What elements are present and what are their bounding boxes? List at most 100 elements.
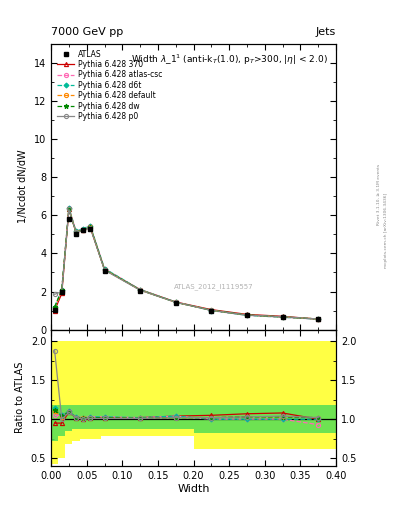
Pythia 6.428 p0 xyxy=(173,300,178,306)
Pythia 6.428 370 xyxy=(81,227,86,233)
Line: Pythia 6.428 p0: Pythia 6.428 p0 xyxy=(53,207,320,321)
Pythia 6.428 atlas-csc xyxy=(244,312,249,318)
Pythia 6.428 370 xyxy=(102,267,107,273)
Pythia 6.428 370 xyxy=(138,287,143,293)
Pythia 6.428 dw xyxy=(280,314,285,320)
Pythia 6.428 dw xyxy=(66,206,71,212)
Text: ATLAS_2012_I1119557: ATLAS_2012_I1119557 xyxy=(174,283,253,290)
ATLAS xyxy=(81,227,86,233)
ATLAS xyxy=(280,314,285,321)
Pythia 6.428 dw xyxy=(316,316,321,322)
Pythia 6.428 atlas-csc xyxy=(316,316,321,322)
Pythia 6.428 p0 xyxy=(138,287,143,293)
Pythia 6.428 d6t xyxy=(280,314,285,321)
ATLAS xyxy=(59,288,64,294)
Pythia 6.428 default xyxy=(102,267,107,273)
Pythia 6.428 dw xyxy=(209,307,214,313)
Pythia 6.428 d6t xyxy=(66,204,71,210)
Pythia 6.428 dw xyxy=(73,229,78,236)
Pythia 6.428 default xyxy=(173,300,178,306)
Pythia 6.428 dw xyxy=(81,227,86,233)
ATLAS xyxy=(316,316,321,322)
Pythia 6.428 atlas-csc xyxy=(59,287,64,293)
Pythia 6.428 default xyxy=(81,226,86,232)
Text: Jets: Jets xyxy=(316,27,336,37)
Pythia 6.428 atlas-csc xyxy=(173,299,178,305)
Pythia 6.428 default xyxy=(52,305,57,311)
Text: 7000 GeV pp: 7000 GeV pp xyxy=(51,27,123,37)
Line: Pythia 6.428 d6t: Pythia 6.428 d6t xyxy=(53,206,320,321)
Pythia 6.428 370 xyxy=(66,206,71,212)
Pythia 6.428 p0 xyxy=(59,288,64,294)
Line: ATLAS: ATLAS xyxy=(52,217,321,322)
ATLAS xyxy=(66,216,71,222)
Pythia 6.428 370 xyxy=(280,313,285,319)
Pythia 6.428 atlas-csc xyxy=(88,223,93,229)
Pythia 6.428 atlas-csc xyxy=(73,228,78,234)
Pythia 6.428 d6t xyxy=(102,266,107,272)
Legend: ATLAS, Pythia 6.428 370, Pythia 6.428 atlas-csc, Pythia 6.428 d6t, Pythia 6.428 : ATLAS, Pythia 6.428 370, Pythia 6.428 at… xyxy=(55,47,165,123)
ATLAS xyxy=(173,300,178,306)
Pythia 6.428 p0 xyxy=(102,267,107,273)
Pythia 6.428 dw xyxy=(52,304,57,310)
Pythia 6.428 p0 xyxy=(209,307,214,313)
Pythia 6.428 default xyxy=(138,287,143,293)
Pythia 6.428 p0 xyxy=(280,314,285,320)
Text: mcplots.cern.ch [arXiv:1306.3436]: mcplots.cern.ch [arXiv:1306.3436] xyxy=(384,193,388,268)
Pythia 6.428 d6t xyxy=(81,225,86,231)
Pythia 6.428 atlas-csc xyxy=(52,306,57,312)
Pythia 6.428 default xyxy=(209,307,214,313)
ATLAS xyxy=(73,231,78,238)
Text: Rivet 3.1.10, ≥ 3.1M events: Rivet 3.1.10, ≥ 3.1M events xyxy=(377,164,381,225)
Pythia 6.428 370 xyxy=(73,229,78,236)
Pythia 6.428 default xyxy=(280,314,285,320)
Pythia 6.428 d6t xyxy=(316,316,321,322)
Pythia 6.428 370 xyxy=(59,290,64,296)
Pythia 6.428 dw xyxy=(88,224,93,230)
Pythia 6.428 atlas-csc xyxy=(280,314,285,321)
Line: Pythia 6.428 dw: Pythia 6.428 dw xyxy=(52,207,321,322)
Pythia 6.428 default xyxy=(244,312,249,318)
Pythia 6.428 370 xyxy=(209,307,214,313)
ATLAS xyxy=(138,287,143,293)
Pythia 6.428 d6t xyxy=(244,312,249,318)
Pythia 6.428 dw xyxy=(102,267,107,273)
Pythia 6.428 default xyxy=(59,287,64,293)
Pythia 6.428 atlas-csc xyxy=(66,204,71,210)
Pythia 6.428 370 xyxy=(173,299,178,305)
Pythia 6.428 d6t xyxy=(88,223,93,229)
Pythia 6.428 370 xyxy=(52,308,57,314)
Line: Pythia 6.428 atlas-csc: Pythia 6.428 atlas-csc xyxy=(53,205,320,321)
Pythia 6.428 p0 xyxy=(81,227,86,233)
Pythia 6.428 d6t xyxy=(138,287,143,293)
Pythia 6.428 default xyxy=(66,205,71,211)
Pythia 6.428 d6t xyxy=(59,287,64,293)
Pythia 6.428 dw xyxy=(59,287,64,293)
Pythia 6.428 atlas-csc xyxy=(138,287,143,293)
Pythia 6.428 370 xyxy=(88,225,93,231)
ATLAS xyxy=(102,267,107,273)
ATLAS xyxy=(244,312,249,318)
Text: Width $\lambda\_1^1$ (anti-k$_T$(1.0), p$_T$>300, $|\eta|$ < 2.0): Width $\lambda\_1^1$ (anti-k$_T$(1.0), p… xyxy=(130,52,327,67)
Pythia 6.428 atlas-csc xyxy=(81,225,86,231)
Pythia 6.428 p0 xyxy=(316,316,321,322)
Y-axis label: 1/Ncdot dN/dW: 1/Ncdot dN/dW xyxy=(18,150,28,223)
ATLAS xyxy=(209,308,214,314)
Pythia 6.428 default xyxy=(88,224,93,230)
Pythia 6.428 370 xyxy=(316,316,321,322)
Pythia 6.428 dw xyxy=(244,312,249,318)
ATLAS xyxy=(88,225,93,231)
Pythia 6.428 default xyxy=(316,316,321,322)
Y-axis label: Ratio to ATLAS: Ratio to ATLAS xyxy=(15,362,25,434)
Pythia 6.428 370 xyxy=(244,311,249,317)
Pythia 6.428 p0 xyxy=(66,206,71,212)
Pythia 6.428 p0 xyxy=(88,225,93,231)
Pythia 6.428 p0 xyxy=(52,291,57,297)
Line: Pythia 6.428 default: Pythia 6.428 default xyxy=(53,206,320,321)
Pythia 6.428 d6t xyxy=(52,304,57,310)
Pythia 6.428 p0 xyxy=(73,229,78,236)
Line: Pythia 6.428 370: Pythia 6.428 370 xyxy=(53,207,320,321)
Pythia 6.428 atlas-csc xyxy=(102,266,107,272)
X-axis label: Width: Width xyxy=(177,483,210,494)
Pythia 6.428 d6t xyxy=(209,308,214,314)
